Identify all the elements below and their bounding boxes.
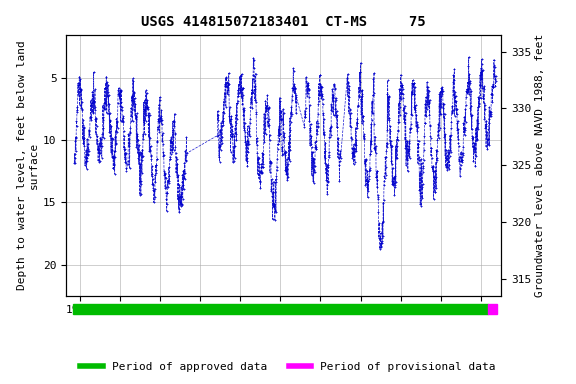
Bar [488,303,497,314]
Legend: Period of approved data, Period of provisional data: Period of approved data, Period of provi… [76,358,500,377]
Bar [73,303,488,314]
Y-axis label: Groundwater level above NAVD 1988, feet: Groundwater level above NAVD 1988, feet [535,33,545,297]
Title: USGS 414815072183401  CT-MS     75: USGS 414815072183401 CT-MS 75 [141,15,426,29]
Y-axis label: Depth to water level, feet below land
surface: Depth to water level, feet below land su… [17,40,39,290]
